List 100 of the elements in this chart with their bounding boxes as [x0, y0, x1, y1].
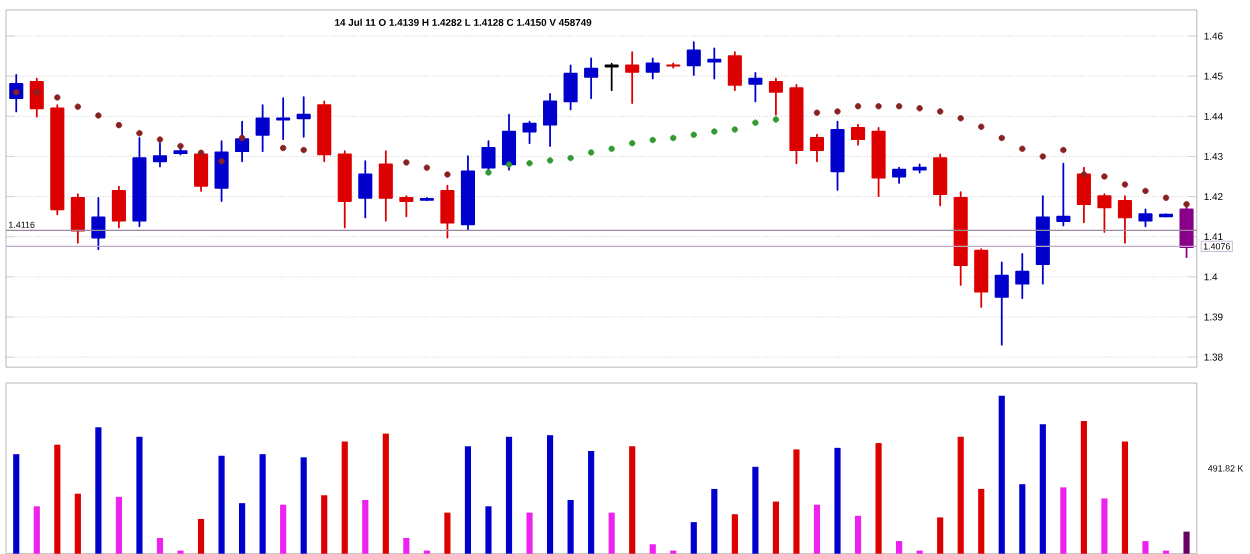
bar: [321, 495, 328, 554]
point: [54, 94, 61, 101]
candlestick: [768, 77, 783, 116]
bar: [13, 454, 20, 554]
point: [136, 129, 143, 137]
point: [115, 121, 123, 129]
point: [526, 160, 533, 167]
point: [279, 144, 287, 152]
point: [423, 164, 431, 171]
candlestick: [214, 140, 229, 202]
candlestick: [584, 57, 599, 100]
bar: [1142, 541, 1149, 554]
bar: [649, 544, 656, 554]
bar: [854, 515, 862, 554]
bar: [300, 457, 307, 554]
candlestick: [892, 166, 907, 184]
bar: [1183, 531, 1190, 554]
bar: [546, 435, 554, 554]
candlestick: [871, 126, 886, 197]
bar: [629, 446, 636, 554]
point: [1019, 145, 1026, 152]
candlestick: [378, 150, 393, 222]
candlestick: [543, 92, 558, 147]
bar: [403, 537, 410, 554]
point: [33, 88, 40, 96]
point: [1060, 146, 1067, 154]
candlestick: [1097, 193, 1112, 233]
point: [916, 105, 923, 112]
point: [485, 169, 492, 176]
point: [649, 136, 656, 144]
bar: [136, 436, 143, 554]
candlestick: [686, 41, 701, 76]
candlestick: [850, 123, 866, 146]
bar: [197, 518, 205, 554]
bar: [505, 436, 513, 554]
bar: [444, 512, 451, 554]
bar: [896, 541, 903, 554]
candlestick: [933, 153, 948, 207]
bar: [526, 512, 533, 554]
bar: [937, 517, 944, 554]
candlestick: [460, 155, 475, 231]
candlestick: [399, 195, 414, 218]
point: [978, 123, 985, 130]
candlestick: [276, 97, 291, 140]
point: [895, 103, 903, 110]
bar: [464, 446, 472, 554]
candlestick: [912, 163, 927, 174]
point: [1080, 171, 1088, 178]
point: [546, 157, 554, 164]
candlestick: [953, 191, 968, 286]
point: [1101, 173, 1108, 180]
candlestick: [974, 248, 989, 308]
candlestick: [1015, 253, 1030, 299]
candlestick: [830, 120, 845, 191]
point: [731, 126, 739, 133]
bar: [875, 443, 882, 554]
candlestick: [994, 261, 1009, 346]
candlestick: [522, 120, 537, 145]
bar: [998, 395, 1005, 554]
candlestick: [1035, 195, 1050, 285]
bar: [711, 488, 718, 554]
point: [690, 131, 697, 138]
bar: [834, 447, 841, 554]
bar: [1101, 498, 1108, 554]
candlestick: [111, 185, 126, 229]
point: [834, 108, 841, 115]
candlestick: [727, 51, 742, 92]
bar: [156, 537, 164, 554]
bar: [731, 514, 738, 554]
candlestick: [604, 62, 619, 92]
point: [937, 108, 944, 115]
point: [156, 136, 164, 143]
candlestick: [1117, 195, 1132, 244]
candlestick: [440, 184, 455, 239]
candlestick: [1138, 208, 1153, 228]
candlestick: [707, 47, 722, 80]
bar: [239, 503, 246, 554]
point: [854, 103, 862, 110]
bar: [957, 436, 964, 554]
bar: [588, 450, 595, 554]
bar: [280, 504, 287, 554]
bar: [1039, 424, 1046, 554]
candlestick: [317, 100, 332, 163]
point: [998, 134, 1005, 142]
bar: [259, 454, 266, 554]
point: [197, 149, 205, 156]
bar: [752, 466, 759, 554]
candlestick: [296, 96, 311, 138]
bar: [793, 449, 800, 554]
point: [300, 146, 307, 154]
point: [1183, 200, 1190, 208]
bar: [485, 506, 492, 554]
candlestick: [1076, 166, 1091, 224]
point: [752, 119, 759, 126]
candlestick: [481, 140, 496, 174]
point: [813, 109, 821, 116]
candlestick: [666, 62, 681, 69]
point: [13, 88, 20, 96]
point: [95, 112, 102, 119]
point: [670, 134, 677, 142]
